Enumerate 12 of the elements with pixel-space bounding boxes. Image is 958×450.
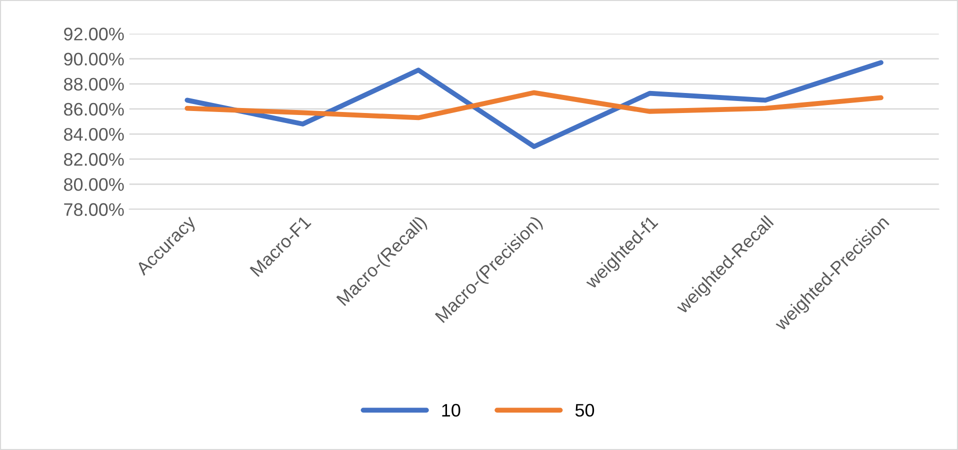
y-tick-label: 82.00% — [64, 153, 124, 166]
y-tick-label: 78.00% — [64, 203, 124, 216]
legend-label: 50 — [575, 404, 594, 417]
y-tick-label: 86.00% — [64, 102, 124, 116]
y-tick-label: 80.00% — [64, 178, 124, 191]
y-tick-label: 88.00% — [64, 78, 124, 91]
y-tick-label: 90.00% — [64, 52, 124, 66]
legend-label: 10 — [442, 404, 460, 417]
line-series — [184, 60, 884, 149]
y-tick-label: 92.00% — [64, 28, 124, 40]
y-tick-label: 84.00% — [64, 128, 124, 141]
line-series — [184, 90, 884, 120]
